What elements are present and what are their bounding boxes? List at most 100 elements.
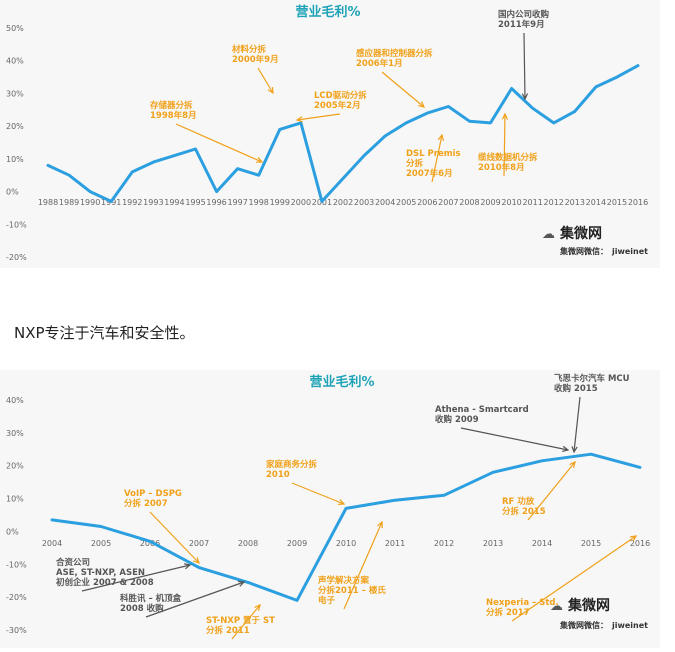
y-tick-label: 20% <box>6 462 24 471</box>
watermark-sub-id: jiweinet <box>611 621 648 630</box>
y-tick-label: 0% <box>6 527 19 536</box>
watermark-icon: ☁ <box>542 227 555 242</box>
chart-2-gross-margin: 40% 30% 20% 10% 0% -10% -20% -30% 2004 2005 2006 20… <box>0 370 660 648</box>
y-tick-label: 10% <box>6 155 24 164</box>
annotation-label: 分拆 2007 <box>124 498 168 509</box>
data-point <box>489 121 492 125</box>
annotation-arrow <box>511 535 637 622</box>
data-point <box>278 128 281 131</box>
data-point <box>636 64 640 67</box>
annotation-arrowhead <box>184 563 192 570</box>
data-point <box>50 518 54 522</box>
data-point <box>393 499 397 502</box>
annotation-arrowhead <box>295 116 303 123</box>
annotation-label: VoIP – DSPG <box>124 489 182 499</box>
chart-1-svg: 50% 40% 30% 20% 10% 0% -10% -20% 1988 1989 1990 199… <box>6 4 648 262</box>
annotation-arrowhead <box>237 580 246 587</box>
data-point <box>110 200 113 203</box>
data-point <box>197 566 201 569</box>
annotation-label: 2006年1月 <box>356 58 403 69</box>
annotation-arrow <box>343 521 383 610</box>
annotation-arrow <box>573 396 581 453</box>
annotation-arrowhead <box>501 112 509 120</box>
x-tick-label: 2005 <box>91 539 111 548</box>
y-tick-label: -10% <box>6 220 27 229</box>
x-tick-label: 1990 <box>80 198 100 207</box>
y-tick-label: 10% <box>6 495 24 504</box>
annotation-label: Athena - Smartcard <box>435 405 529 415</box>
x-tick-label: 2000 <box>291 198 311 207</box>
data-point <box>531 106 534 110</box>
annotation-arrowhead <box>569 460 576 468</box>
x-tick-label: 1997 <box>227 198 247 207</box>
annotation-label: 2005年2月 <box>314 100 361 111</box>
x-tick-label: 2005 <box>396 198 416 207</box>
annotation-label: LCD驱动分拆 <box>314 90 367 101</box>
data-point <box>148 540 152 543</box>
x-tick-label: 2004 <box>42 539 62 548</box>
data-point <box>152 160 155 164</box>
annotation-arrowhead <box>521 93 529 101</box>
annotation-label: ASE, ST-NXP, ASEN <box>56 568 145 578</box>
x-tick-label: 1996 <box>206 198 226 207</box>
y-tick-label: 20% <box>6 122 24 131</box>
annotation-label: 国内公司收购 <box>498 9 550 20</box>
annotation-arrow <box>296 113 341 121</box>
data-point <box>589 453 593 456</box>
x-tick-label: 1994 <box>164 198 184 207</box>
data-point <box>383 134 387 138</box>
annotation-arrowhead <box>437 133 445 141</box>
chart-title: 营业毛利% <box>295 4 360 20</box>
annotation-arrow <box>257 67 274 94</box>
data-point <box>510 87 513 90</box>
data-point <box>615 75 619 79</box>
x-tick-label: 2015 <box>607 198 627 207</box>
annotation-arrow <box>381 71 425 108</box>
chart-2-svg: 40% 30% 20% 10% 0% -10% -20% -30% 2004 2005 2006 20… <box>6 373 650 640</box>
x-tick-label: 2013 <box>565 198 585 207</box>
x-tick-label: 1995 <box>185 198 205 207</box>
data-point <box>442 494 446 497</box>
x-tick-label: 2016 <box>630 539 650 548</box>
watermark-brand: 集微网 <box>559 225 602 242</box>
x-tick-label: 2010 <box>336 539 356 548</box>
y-tick-label: 40% <box>6 396 24 405</box>
data-point <box>594 85 598 89</box>
x-tick-label: 2003 <box>354 198 374 207</box>
annotation-label: 2000年9月 <box>232 54 279 65</box>
x-tick-label: 2011 <box>522 198 542 207</box>
y-tick-label: -20% <box>6 593 27 602</box>
annotation-label: 感应器和控制器分拆 <box>356 48 433 59</box>
watermark-sub-label: 集微网微信： <box>559 620 608 630</box>
annotation-arrowhead <box>418 101 426 108</box>
annotation-arrowhead <box>267 86 274 95</box>
data-point <box>320 200 324 203</box>
data-point <box>341 177 345 180</box>
annotation-arrowhead <box>377 520 383 529</box>
annotation-label: 1998年8月 <box>150 110 197 121</box>
y-tick-label: -10% <box>6 560 27 569</box>
x-tick-label: 1993 <box>143 198 163 207</box>
data-point <box>447 105 450 108</box>
annotation-label: 材料分拆 <box>231 44 267 55</box>
x-tick-label: 2011 <box>385 539 405 548</box>
x-tick-label: 2012 <box>544 198 564 207</box>
x-tick-label: 2002 <box>333 198 353 207</box>
annotation-arrowhead <box>337 499 346 505</box>
annotation-arrowhead <box>254 603 261 611</box>
annotation-label: 2010 <box>266 470 290 480</box>
data-point <box>88 190 92 193</box>
data-point <box>194 147 197 151</box>
data-point <box>426 111 429 115</box>
data-point <box>46 164 50 167</box>
watermark-brand: 集微网 <box>567 597 610 614</box>
annotation-label: Nexperia – Std. <box>486 598 559 608</box>
data-point <box>491 471 495 474</box>
annotation-label: 分拆 <box>406 158 424 169</box>
data-point <box>573 110 576 113</box>
chart-1-gross-margin: 50% 40% 30% 20% 10% 0% -10% -20% 1988 1989 1990 199… <box>0 0 660 268</box>
annotation-label: 家庭商务分拆 <box>266 459 318 470</box>
annotation-arrowhead <box>562 445 570 453</box>
data-point <box>257 174 260 177</box>
data-point <box>468 120 471 123</box>
